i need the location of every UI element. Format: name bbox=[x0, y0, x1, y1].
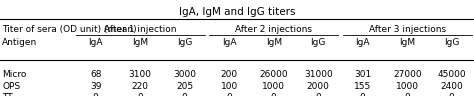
Text: 2000: 2000 bbox=[307, 82, 330, 91]
Text: IgG: IgG bbox=[177, 38, 192, 47]
Text: IgA: IgA bbox=[356, 38, 370, 47]
Text: IgM: IgM bbox=[132, 38, 148, 47]
Text: 0: 0 bbox=[182, 93, 188, 96]
Text: 26000: 26000 bbox=[259, 70, 288, 79]
Text: 100: 100 bbox=[220, 82, 238, 91]
Text: IgA, IgM and IgG titers: IgA, IgM and IgG titers bbox=[179, 7, 295, 17]
Text: 68: 68 bbox=[90, 70, 101, 79]
Text: IgA: IgA bbox=[222, 38, 237, 47]
Text: 155: 155 bbox=[354, 82, 371, 91]
Text: After 2 injections: After 2 injections bbox=[235, 25, 312, 34]
Text: IgM: IgM bbox=[399, 38, 415, 47]
Text: Titer of sera (OD unit) (mean): Titer of sera (OD unit) (mean) bbox=[2, 25, 137, 34]
Text: 1000: 1000 bbox=[396, 82, 419, 91]
Text: 3000: 3000 bbox=[173, 70, 196, 79]
Text: TT: TT bbox=[2, 93, 13, 96]
Text: 0: 0 bbox=[360, 93, 365, 96]
Text: 0: 0 bbox=[449, 93, 455, 96]
Text: 0: 0 bbox=[404, 93, 410, 96]
Text: 0: 0 bbox=[315, 93, 321, 96]
Text: 45000: 45000 bbox=[438, 70, 466, 79]
Text: OPS: OPS bbox=[2, 82, 20, 91]
Text: 27000: 27000 bbox=[393, 70, 421, 79]
Text: IgA: IgA bbox=[89, 38, 103, 47]
Text: IgM: IgM bbox=[265, 38, 282, 47]
Text: 3100: 3100 bbox=[129, 70, 152, 79]
Text: Micro: Micro bbox=[2, 70, 27, 79]
Text: After 1 injection: After 1 injection bbox=[104, 25, 176, 34]
Text: 0: 0 bbox=[137, 93, 143, 96]
Text: 2400: 2400 bbox=[440, 82, 463, 91]
Text: Antigen: Antigen bbox=[2, 38, 37, 47]
Text: 1000: 1000 bbox=[262, 82, 285, 91]
Text: 0: 0 bbox=[93, 93, 99, 96]
Text: After 3 injections: After 3 injections bbox=[369, 25, 446, 34]
Text: 220: 220 bbox=[132, 82, 149, 91]
Text: IgG: IgG bbox=[444, 38, 459, 47]
Text: 200: 200 bbox=[221, 70, 238, 79]
Text: 301: 301 bbox=[354, 70, 371, 79]
Text: 39: 39 bbox=[90, 82, 101, 91]
Text: 205: 205 bbox=[176, 82, 193, 91]
Text: 0: 0 bbox=[227, 93, 232, 96]
Text: 0: 0 bbox=[271, 93, 277, 96]
Text: 31000: 31000 bbox=[304, 70, 333, 79]
Text: IgG: IgG bbox=[310, 38, 326, 47]
